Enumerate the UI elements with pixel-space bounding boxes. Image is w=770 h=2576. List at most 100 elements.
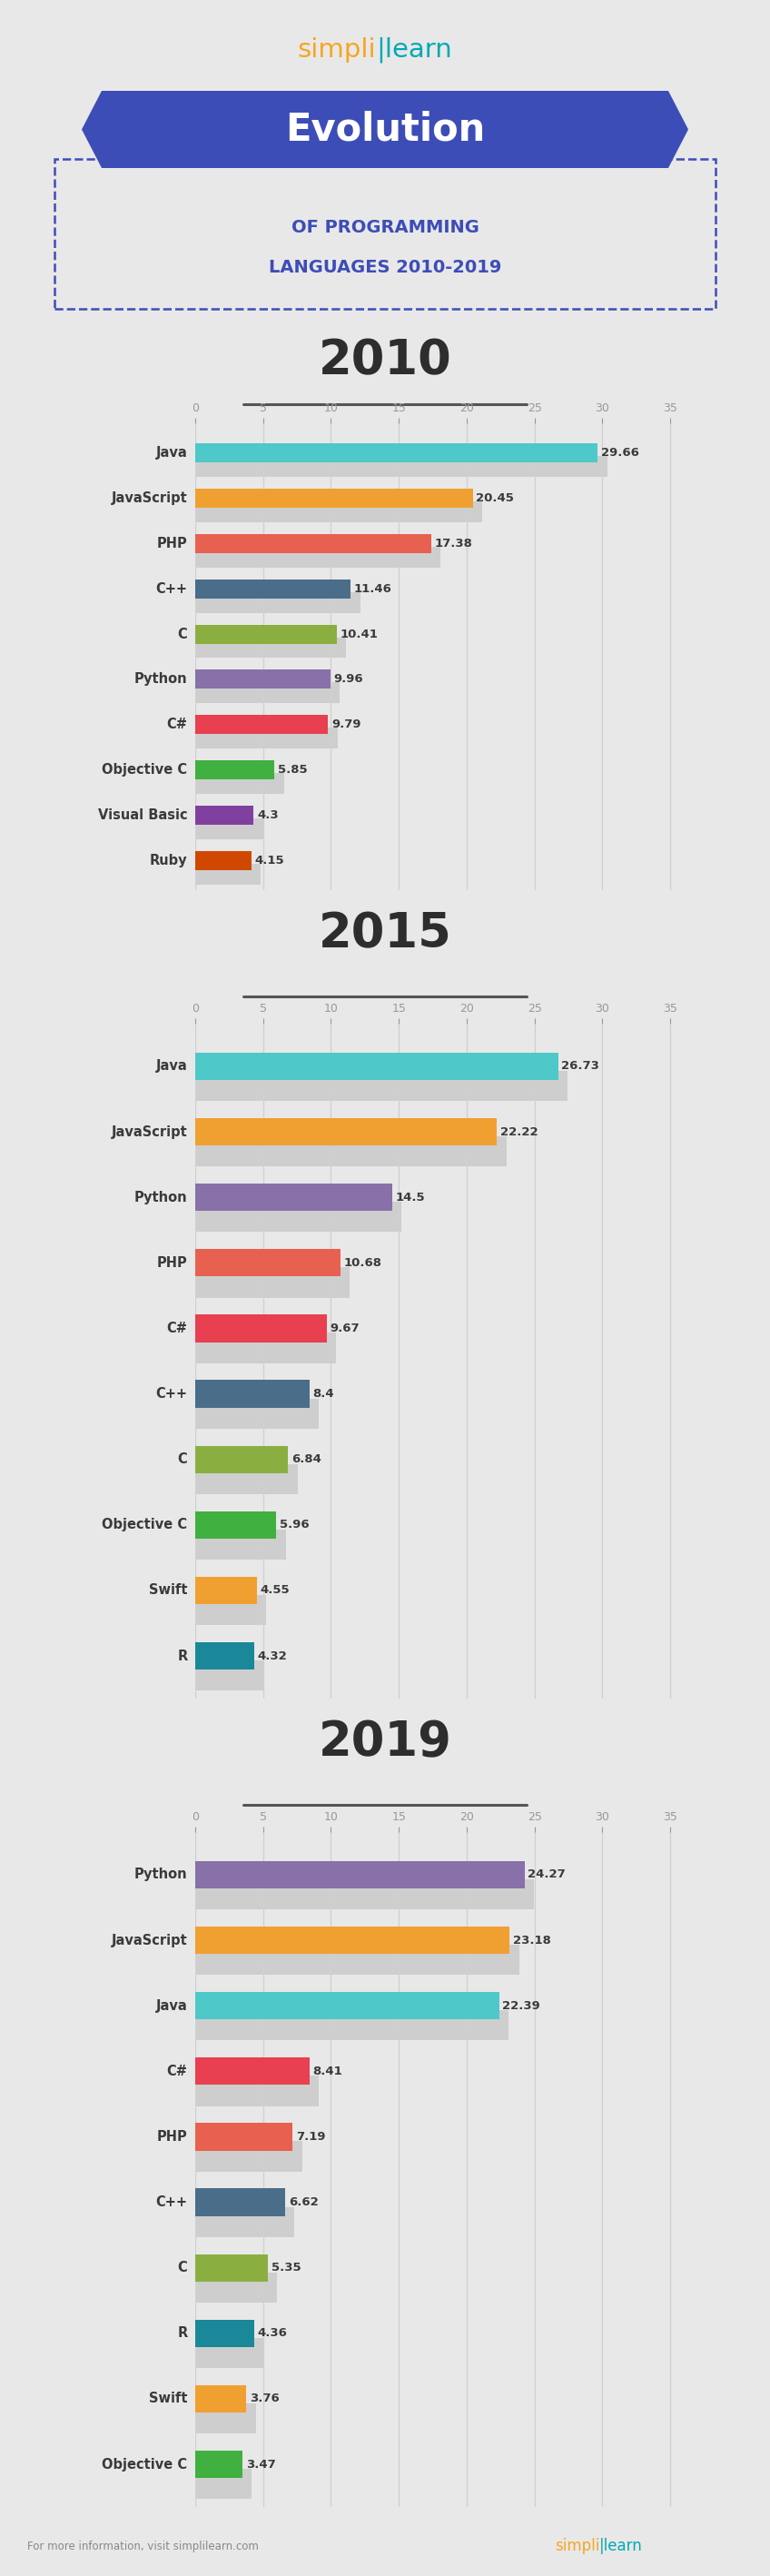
Bar: [196, 716, 328, 734]
Text: LANGUAGES 2010-2019: LANGUAGES 2010-2019: [269, 260, 501, 276]
Text: 5.96: 5.96: [280, 1520, 309, 1530]
Bar: [196, 1399, 319, 1430]
Bar: [196, 2141, 303, 2172]
Text: 20.45: 20.45: [476, 492, 514, 505]
Bar: [196, 1512, 276, 1538]
Text: C: C: [178, 626, 187, 641]
Bar: [196, 1577, 257, 1605]
Text: Swift: Swift: [149, 2393, 187, 2406]
Text: 29.66: 29.66: [601, 446, 639, 459]
Bar: [196, 1880, 534, 1909]
Text: JavaScript: JavaScript: [112, 1935, 187, 1947]
Bar: [196, 2403, 256, 2434]
Text: 23.18: 23.18: [513, 1935, 551, 1945]
Bar: [196, 546, 440, 567]
Text: Ruby: Ruby: [149, 853, 187, 868]
Text: Python: Python: [134, 1190, 187, 1203]
Bar: [196, 670, 330, 688]
Text: OF PROGRAMMING: OF PROGRAMMING: [291, 219, 479, 237]
Polygon shape: [82, 90, 688, 167]
Text: JavaScript: JavaScript: [112, 492, 187, 505]
Text: 4.36: 4.36: [258, 2329, 288, 2339]
Bar: [196, 592, 360, 613]
Text: 4.3: 4.3: [257, 809, 279, 822]
Text: 4.55: 4.55: [260, 1584, 290, 1597]
Bar: [196, 1991, 499, 2020]
Text: Visual Basic: Visual Basic: [98, 809, 187, 822]
Text: Java: Java: [156, 1999, 187, 2012]
Bar: [196, 819, 263, 840]
Text: Java: Java: [156, 446, 187, 459]
Bar: [196, 2339, 264, 2367]
Bar: [196, 1249, 340, 1278]
Text: 9.96: 9.96: [333, 672, 363, 685]
Text: 4.32: 4.32: [257, 1651, 287, 1662]
Text: 7.19: 7.19: [296, 2130, 326, 2143]
Text: C#: C#: [166, 719, 187, 732]
Text: R: R: [177, 2326, 187, 2339]
Bar: [196, 2318, 254, 2347]
Bar: [196, 2058, 310, 2084]
Text: Java: Java: [156, 1059, 187, 1074]
Text: |learn: |learn: [599, 2537, 643, 2555]
Bar: [196, 1662, 263, 1690]
Text: PHP: PHP: [157, 2130, 187, 2143]
Bar: [196, 1860, 524, 1888]
Text: C: C: [178, 2262, 187, 2275]
Bar: [196, 2272, 277, 2303]
Bar: [196, 683, 340, 703]
Bar: [196, 1314, 326, 1342]
Text: PHP: PHP: [157, 1257, 187, 1270]
Bar: [196, 760, 275, 781]
Bar: [196, 1203, 401, 1231]
Text: 22.22: 22.22: [501, 1126, 538, 1139]
Bar: [196, 2076, 319, 2107]
Text: 10.68: 10.68: [343, 1257, 382, 1270]
Text: 10.41: 10.41: [340, 629, 378, 639]
Text: simpli: simpli: [554, 2537, 599, 2555]
Text: 9.67: 9.67: [330, 1321, 360, 1334]
Text: Objective C: Objective C: [102, 1517, 187, 1533]
Text: JavaScript: JavaScript: [112, 1126, 187, 1139]
Text: Swift: Swift: [149, 1584, 187, 1597]
Text: 26.73: 26.73: [561, 1061, 599, 1072]
Text: 4.15: 4.15: [255, 855, 285, 866]
Bar: [196, 1267, 350, 1298]
Bar: [196, 1072, 567, 1100]
Text: 8.4: 8.4: [313, 1388, 334, 1399]
Bar: [196, 1530, 286, 1558]
Bar: [196, 1595, 266, 1625]
Bar: [196, 623, 336, 644]
Bar: [196, 443, 598, 461]
Text: 5.85: 5.85: [278, 765, 308, 775]
Bar: [55, 160, 715, 309]
Text: R: R: [177, 1649, 187, 1662]
Bar: [196, 1445, 288, 1473]
Text: C++: C++: [156, 582, 187, 595]
Text: Objective C: Objective C: [102, 2458, 187, 2470]
Text: C++: C++: [156, 1386, 187, 1401]
Bar: [196, 1182, 392, 1211]
Text: Python: Python: [134, 672, 187, 685]
Text: 3.47: 3.47: [246, 2458, 276, 2470]
Bar: [196, 1054, 558, 1079]
Text: 5.35: 5.35: [271, 2262, 301, 2275]
Bar: [196, 2009, 508, 2040]
Bar: [196, 773, 284, 793]
Bar: [196, 806, 253, 824]
Text: 9.79: 9.79: [331, 719, 361, 732]
Bar: [196, 1332, 336, 1363]
Bar: [196, 489, 473, 507]
Text: |learn: |learn: [376, 36, 452, 62]
Bar: [196, 1381, 310, 1406]
Text: Evolution: Evolution: [285, 111, 485, 149]
Text: C#: C#: [166, 1321, 187, 1334]
Text: 6.84: 6.84: [291, 1453, 321, 1466]
Text: 11.46: 11.46: [354, 582, 392, 595]
Text: Python: Python: [134, 1868, 187, 1880]
Bar: [196, 533, 431, 554]
Text: 17.38: 17.38: [434, 538, 473, 549]
Text: 22.39: 22.39: [503, 1999, 541, 2012]
Text: C: C: [178, 1453, 187, 1466]
Bar: [196, 2468, 252, 2499]
